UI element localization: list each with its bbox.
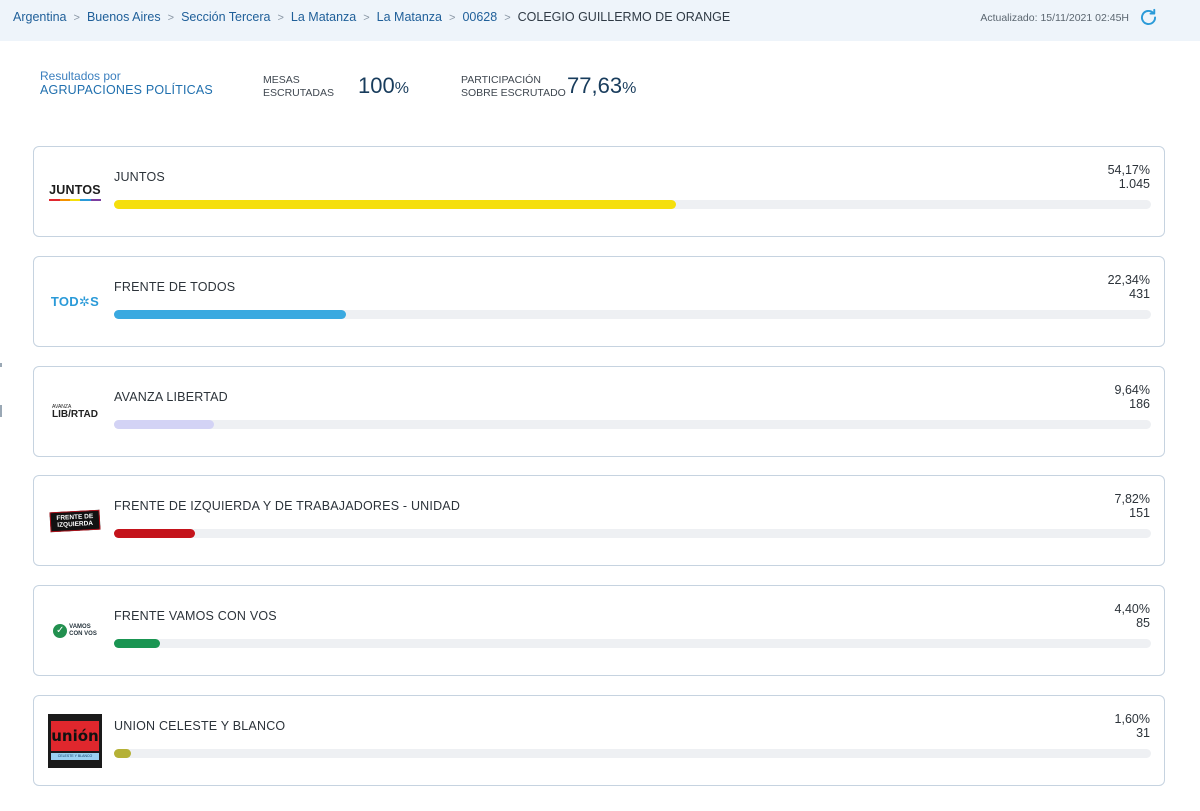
party-card-vamos-con-vos[interactable]: ✓ VAMOS CON VOS FRENTE VAMOS CON VOS 4,4…	[33, 585, 1165, 676]
results-heading: Resultados por AGRUPACIONES POLÍTICAS	[40, 69, 213, 98]
party-progress-track	[114, 529, 1151, 538]
vamos-logo-line2: CON VOS	[69, 630, 97, 637]
party-progress-track	[114, 200, 1151, 209]
union-logo: unión CELESTE Y BLANCO	[48, 696, 102, 785]
updated-timestamp: Actualizado: 15/11/2021 02:45H	[980, 12, 1129, 24]
breadcrumb-separator: >	[363, 12, 370, 24]
party-votes: 85	[1136, 616, 1150, 630]
party-progress-fill	[114, 749, 131, 758]
participacion-value: 77,63%	[567, 73, 636, 99]
participacion-value-percent: %	[622, 80, 637, 97]
party-card-frente-de-izquierda[interactable]: FRENTE DE IZQUIERDA FRENTE DE IZQUIERDA …	[33, 475, 1165, 566]
party-percentage: 54,17%	[1107, 163, 1150, 177]
breadcrumb-separator: >	[167, 12, 175, 24]
party-votes: 431	[1129, 287, 1150, 301]
participacion-value-number: 77,63	[567, 73, 623, 98]
party-votes: 31	[1136, 726, 1150, 740]
party-percentage: 4,40%	[1114, 602, 1150, 616]
party-name: JUNTOS	[114, 170, 165, 184]
party-progress-track	[114, 420, 1151, 429]
party-progress-track	[114, 310, 1151, 319]
party-name: UNION CELESTE Y BLANCO	[114, 719, 286, 733]
party-percentage: 1,60%	[1114, 712, 1150, 726]
breadcrumb-separator: >	[277, 12, 284, 24]
union-logo-text: unión	[51, 721, 99, 751]
mesas-label-line1: MESAS	[263, 74, 300, 86]
party-votes: 186	[1129, 397, 1150, 411]
breadcrumb-buenos-aires[interactable]: Buenos Aires	[86, 10, 161, 24]
party-progress-track	[114, 749, 1151, 758]
breadcrumb-argentina[interactable]: Argentina	[13, 10, 67, 24]
mesas-escrutadas-value: 100%	[358, 73, 409, 99]
union-logo-subtext: CELESTE Y BLANCO	[51, 753, 99, 760]
party-name: AVANZA LIBERTAD	[114, 390, 228, 404]
party-progress-fill	[114, 310, 346, 319]
party-card-juntos[interactable]: JUNTOS JUNTOS 54,17% 1.045	[33, 146, 1165, 237]
breadcrumb-separator: >	[449, 12, 456, 24]
mesas-label-line2: ESCRUTADAS	[263, 87, 334, 99]
mesas-escrutadas-label: MESAS ESCRUTADAS	[263, 74, 334, 100]
edge-marker	[0, 363, 2, 367]
party-progress-track	[114, 639, 1151, 648]
results-heading-line1: Resultados por	[40, 69, 121, 83]
breadcrumb-la-matanza-seccion[interactable]: La Matanza	[290, 10, 357, 24]
participacion-label: PARTICIPACIÓN SOBRE ESCRUTADO	[461, 74, 566, 100]
top-bar: Argentina > Buenos Aires > Sección Tercera > L…	[0, 0, 1200, 41]
breadcrumb-seccion-tercera[interactable]: Sección Tercera	[181, 10, 271, 24]
party-name: FRENTE VAMOS CON VOS	[114, 609, 277, 623]
avanza-logo-small-text: AVANZA	[52, 403, 72, 410]
todos-logo: TOD✲S	[48, 257, 102, 346]
todos-logo-text: TOD✲S	[50, 293, 100, 309]
vamos-con-vos-logo: ✓ VAMOS CON VOS	[48, 586, 102, 675]
party-progress-fill	[114, 200, 676, 209]
party-percentage: 7,82%	[1114, 492, 1150, 506]
frente-izquierda-logo: FRENTE DE IZQUIERDA	[48, 476, 102, 565]
participacion-label-line1: PARTICIPACIÓN	[461, 74, 541, 86]
juntos-logo-stripes	[49, 198, 101, 201]
results-heading-line2: AGRUPACIONES POLÍTICAS	[40, 83, 213, 97]
check-icon: ✓	[53, 623, 68, 638]
mesas-value-number: 100	[358, 73, 395, 98]
party-votes: 151	[1129, 506, 1150, 520]
juntos-logo-text: JUNTOS	[49, 182, 101, 197]
party-votes: 1.045	[1118, 177, 1150, 191]
juntos-logo: JUNTOS	[48, 147, 102, 236]
party-name: FRENTE DE IZQUIERDA Y DE TRABAJADORES - …	[114, 499, 461, 513]
breadcrumb-mesa-00628[interactable]: 00628	[462, 10, 498, 24]
party-percentage: 22,34%	[1107, 273, 1150, 287]
breadcrumb-current: COLEGIO GUILLERMO DE ORANGE	[517, 10, 731, 24]
party-card-union-celeste-y-blanco[interactable]: unión CELESTE Y BLANCO UNION CELESTE Y B…	[33, 695, 1165, 786]
participacion-label-line2: SOBRE ESCRUTADO	[461, 87, 566, 99]
vamos-logo-line1: VAMOS	[69, 624, 91, 630]
party-card-avanza-libertad[interactable]: AVANZA LIB/RTAD AVANZA LIBERTAD 9,64% 18…	[33, 366, 1165, 457]
mesas-value-percent: %	[394, 80, 409, 97]
refresh-icon[interactable]	[1138, 7, 1159, 28]
party-percentage: 9,64%	[1114, 383, 1150, 397]
party-progress-fill	[114, 639, 160, 648]
party-progress-fill	[114, 420, 214, 429]
party-progress-fill	[114, 529, 196, 538]
avanza-libertad-logo: AVANZA LIB/RTAD	[48, 367, 102, 456]
libertad-logo-text: LIB/RTAD	[52, 408, 98, 420]
breadcrumb-la-matanza-circuito[interactable]: La Matanza	[376, 10, 442, 24]
breadcrumb-separator: >	[73, 12, 80, 24]
breadcrumb-separator: >	[504, 12, 511, 24]
party-card-frente-de-todos[interactable]: TOD✲S FRENTE DE TODOS 22,34% 431	[33, 256, 1165, 347]
party-name: FRENTE DE TODOS	[114, 280, 236, 294]
edge-marker	[0, 405, 2, 417]
breadcrumb: Argentina > Buenos Aires > Sección Tercera > L…	[13, 10, 730, 24]
